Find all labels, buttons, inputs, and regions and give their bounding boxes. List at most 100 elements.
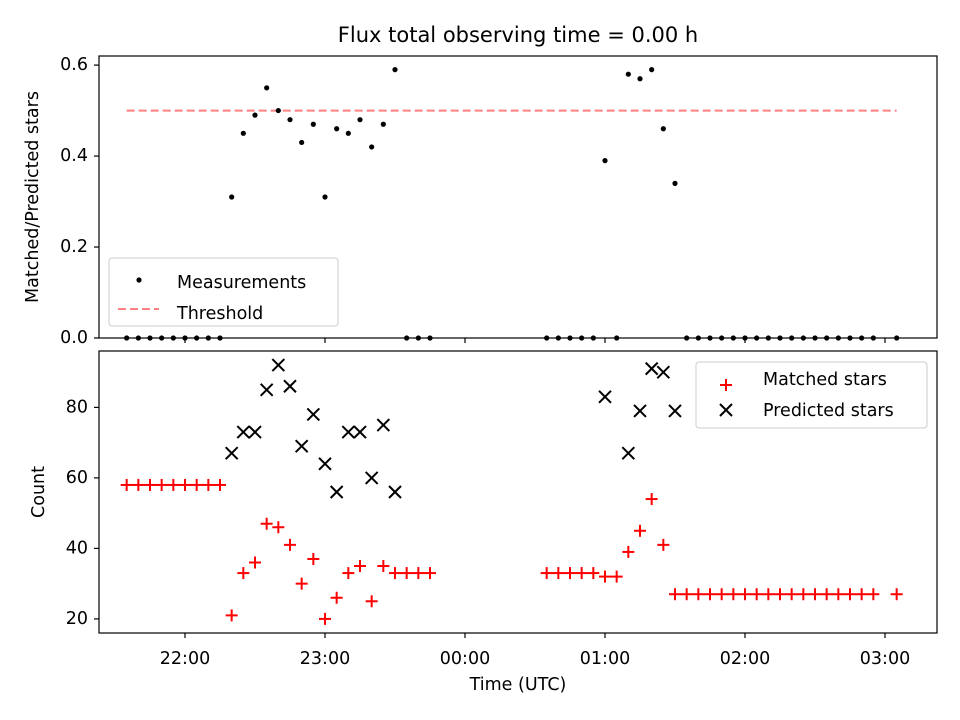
predicted-star-point-2 [248,425,262,439]
matched-star-point-7 [202,478,215,491]
matched-star-point-48 [785,588,798,601]
matched-star-point-3 [155,478,168,491]
measurement-point-23 [392,67,398,73]
measurement-point-8 [217,335,223,341]
measurement-point-36 [649,67,655,73]
top-y-ticks: 0.0 0.2 0.4 0.6 [60,55,99,348]
matched-star-point-1 [132,478,145,491]
matched-star-point-53 [844,588,856,601]
matched-star-point-17 [319,612,331,625]
matched-star-point-9 [225,609,238,622]
matched-star-point-42 [715,588,728,601]
predicted-star-point-11 [353,425,367,439]
matched-star-point-2 [144,478,156,491]
measurement-point-39 [684,335,690,341]
predicted-star-point-4 [271,358,286,372]
bottom-legend: Matched stars Predicted stars [695,361,928,429]
measurement-point-27 [544,335,550,341]
matched-star-point-32 [599,570,611,583]
predicted-star-point-7 [306,407,321,422]
measurement-point-52 [835,335,841,341]
matched-star-point-22 [377,560,390,573]
measurement-point-53 [847,335,853,341]
measurement-point-51 [824,335,830,341]
measurement-point-4 [170,335,176,341]
predicted-star-point-19 [656,365,671,379]
measurement-point-55 [870,335,876,341]
predicted-star-point-17 [633,404,647,418]
measurement-point-1 [135,335,141,341]
matched-star-point-39 [680,588,693,601]
measurement-point-25 [415,335,421,341]
matched-star-point-51 [820,588,833,601]
measurement-point-9 [229,194,235,200]
measurement-point-48 [789,335,795,341]
matched-star-point-0 [120,478,133,491]
x-tick-label-2: 00:00 [440,649,490,669]
top-y-tick-label-0: 0.0 [60,328,88,348]
matched-star-point-36 [645,493,658,506]
measurement-point-11 [252,112,258,118]
legend-matched-stars-label: Matched stars [763,370,887,390]
matched-star-point-47 [774,588,786,601]
x-tick-label-3: 01:00 [580,649,630,669]
measurement-point-13 [275,107,281,114]
top-x-ticks [184,338,886,343]
matched-star-point-14 [284,538,296,551]
measurement-point-56 [894,335,900,341]
top-marks [124,67,900,341]
predicted-star-point-8 [318,457,332,471]
measurement-point-46 [765,335,771,341]
measurement-point-12 [264,85,270,91]
legend-predicted-stars-label: Predicted stars [763,401,894,421]
x-tick-label-1: 23:00 [300,649,350,669]
matched-star-point-12 [260,517,273,530]
bottom-y-tick-label-1: 40 [66,538,88,558]
bottom-y-tick-label-3: 80 [66,397,88,417]
matched-star-point-49 [797,588,810,601]
matched-star-point-27 [540,567,553,580]
matched-star-point-28 [552,567,565,580]
matched-star-point-31 [587,567,600,580]
legend-threshold-label: Threshold [176,304,263,324]
predicted-star-point-20 [668,404,682,418]
predicted-star-point-15 [598,390,612,404]
bottom-marks [120,358,903,625]
measurement-point-30 [579,335,585,341]
matched-star-point-56 [890,588,903,601]
measurement-point-37 [660,126,666,132]
measurement-point-15 [299,139,305,146]
bottom-y-tick-label-2: 60 [66,468,88,488]
top-panel: 0.0 0.2 0.4 0.6 Matched/Predicted stars Mea… [23,55,938,348]
measurement-point-6 [194,335,200,341]
measurement-point-41 [707,335,713,341]
top-y-tick-label-3: 0.6 [60,55,88,75]
measurement-point-24 [404,335,410,341]
matched-star-point-6 [190,478,203,491]
measurement-point-34 [625,71,631,77]
matched-star-point-45 [750,588,763,601]
matched-star-point-37 [657,538,670,551]
bottom-x-ticks: 22:00 23:00 00:00 01:00 02:00 03:00 [160,633,910,669]
measurement-point-14 [287,117,293,123]
matched-star-point-25 [412,567,425,580]
legend-measurements-label: Measurements [177,273,306,293]
matched-star-point-8 [214,478,226,491]
bottom-y-tick-label-0: 20 [66,609,88,629]
predicted-star-point-6 [294,439,309,453]
matched-star-point-26 [424,567,436,580]
x-tick-label-5: 03:00 [860,649,910,669]
measurement-point-38 [672,180,678,186]
measurement-point-20 [357,117,363,123]
legend-predicted-stars-marker [719,403,733,417]
matched-star-point-24 [400,567,413,580]
matched-star-point-33 [610,570,623,583]
matched-star-point-18 [330,591,343,604]
measurement-point-45 [754,335,760,341]
matched-star-point-41 [704,588,716,601]
measurement-point-3 [159,335,165,341]
predicted-star-point-10 [341,425,356,439]
matched-star-point-38 [669,588,681,601]
top-y-tick-label-2: 0.4 [60,146,88,166]
predicted-star-point-16 [621,446,636,460]
